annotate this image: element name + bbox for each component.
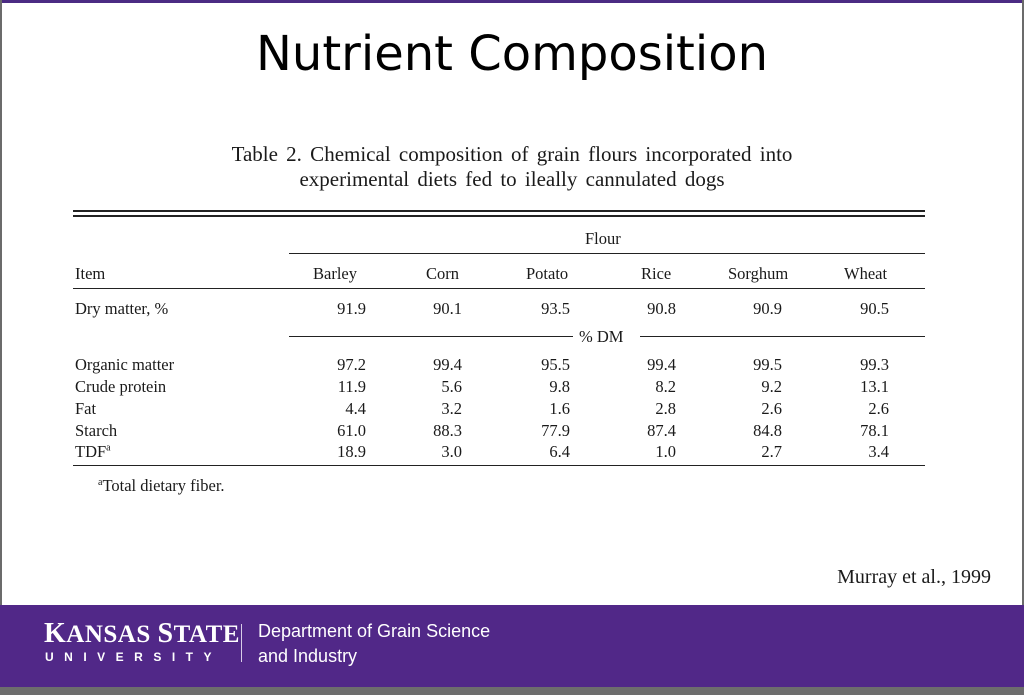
dry-matter-value: 90.8 [647,299,676,318]
slide-title: Nutrient Composition [255,26,768,82]
cell-value: 5.6 [441,377,462,396]
column-header-barley: Barley [313,264,357,283]
cell-value: 97.2 [337,355,366,374]
cell-value: 2.6 [761,399,782,418]
cell-value: 99.3 [860,355,889,374]
left-border [0,0,2,605]
column-header-wheat: Wheat [844,264,888,283]
cell-value: 2.7 [761,442,782,461]
cell-value: 99.5 [753,355,782,374]
cell-value: 78.1 [860,421,889,440]
dry-matter-label: Dry matter, % [75,299,169,318]
row-label-text: Starch [75,421,118,440]
cell-value: 99.4 [433,355,462,374]
top-border [0,0,1024,3]
cell-value: 84.8 [753,421,782,440]
citation: Murray et al., 1999 [837,566,991,588]
row-label-text: TDF [75,442,107,461]
dry-matter-value: 93.5 [541,299,570,318]
footnote-text: Total dietary fiber. [102,476,225,495]
caption-line-1: Table 2. Chemical composition of grain f… [231,142,793,166]
dry-matter-value: 90.9 [753,299,782,318]
caption-line-2: experimental diets fed to ileally cannul… [299,167,725,191]
cell-value: 3.4 [868,442,889,461]
row-label-superscript: a [106,442,111,454]
column-header-potato: Potato [526,264,569,283]
cell-value: 61.0 [337,421,366,440]
table-footnote: aTotal dietary fiber. [98,476,225,496]
row-label: Fat [75,399,96,419]
cell-value: 4.4 [345,399,366,418]
cell-value: 3.2 [441,399,462,418]
dry-matter-value: 90.5 [860,299,889,318]
table-caption: Table 2. Chemical composition of grain f… [150,142,874,192]
right-border [1022,0,1024,605]
cell-value: 18.9 [337,442,366,461]
row-label-text: Fat [75,399,97,418]
row-label: TDFa [75,442,111,462]
table-top-rule-2 [73,215,925,217]
department-line-2: and Industry [258,646,358,666]
cell-value: 8.2 [655,377,676,396]
row-label: Organic matter [75,355,174,375]
dry-matter-value: 91.9 [337,299,366,318]
cell-value: 99.4 [647,355,676,374]
cell-value: 2.8 [655,399,676,418]
cell-value: 88.3 [433,421,462,440]
footer-bottom-strip [0,687,1024,695]
footnote-mark: a [98,477,103,488]
row-label: Starch [75,421,117,441]
department-line-1: Department of Grain Science [258,621,491,641]
table-top-rule-1 [73,210,925,212]
item-header: Item [75,264,106,283]
footer-divider [241,624,242,662]
dry-matter-value: 90.1 [433,299,462,318]
cell-value: 95.5 [541,355,570,374]
cell-value: 9.8 [549,377,570,396]
column-header-corn: Corn [426,264,459,283]
cell-value: 77.9 [541,421,570,440]
unit-label: % DM [579,327,624,346]
department-name: Department of Grain Science and Industry [258,619,490,669]
header-bottom-rule [73,288,925,289]
cell-value: 11.9 [337,377,366,396]
cell-value: 13.1 [860,377,889,396]
row-label: Crude protein [75,377,166,397]
column-header-rice: Rice [641,264,672,283]
cell-value: 3.0 [441,442,462,461]
dm-rule-right [640,336,925,337]
flour-group-rule [289,253,925,254]
row-label-text: Crude protein [75,377,167,396]
table-bottom-rule [73,465,925,466]
cell-value: 6.4 [549,442,570,461]
row-label-text: Organic matter [75,355,175,374]
cell-value: 2.6 [868,399,889,418]
cell-value: 1.6 [549,399,570,418]
column-header-sorghum: Sorghum [728,264,789,283]
dm-rule-left [289,336,573,337]
cell-value: 1.0 [655,442,676,461]
flour-group-header: Flour [585,229,621,248]
cell-value: 87.4 [647,421,676,440]
university-wordmark: KANSAS STATE [44,618,240,649]
footer-bar [0,605,1024,695]
cell-value: 9.2 [761,377,782,396]
university-subtext: UNIVERSITY [45,650,223,664]
